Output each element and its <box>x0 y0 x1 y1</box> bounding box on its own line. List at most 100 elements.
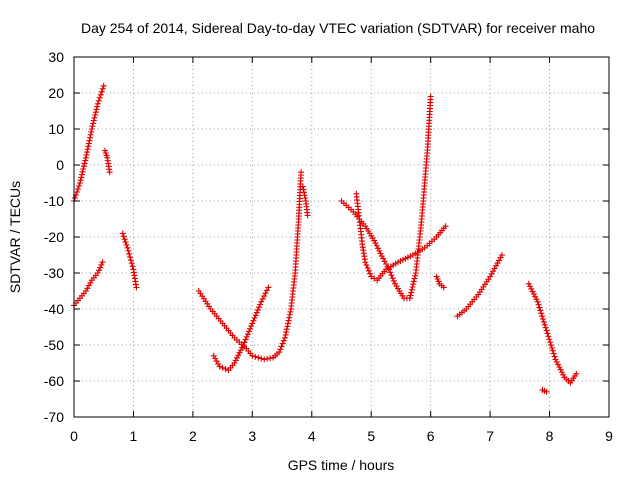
data-point <box>243 333 250 340</box>
data-point <box>75 183 82 189</box>
data-point <box>286 311 293 318</box>
data-point <box>493 262 500 269</box>
data-point <box>530 291 537 298</box>
data-point <box>387 269 394 276</box>
data-point <box>411 275 418 282</box>
data-point <box>98 261 105 268</box>
data-point <box>304 212 311 219</box>
data-point <box>123 241 130 248</box>
data-point <box>491 265 498 272</box>
data-point <box>240 342 247 348</box>
data-point <box>90 117 97 124</box>
data-point <box>81 160 88 167</box>
data-point <box>78 174 85 181</box>
data-point <box>99 85 106 92</box>
data-point <box>94 100 101 107</box>
series-arc6 <box>299 183 311 219</box>
y-tick-label: 10 <box>48 121 64 137</box>
data-point <box>84 146 91 153</box>
data-point <box>95 267 102 274</box>
data-point <box>536 304 543 311</box>
data-point <box>76 180 83 186</box>
data-point <box>219 364 226 371</box>
data-point <box>87 279 94 286</box>
data-point <box>551 353 558 360</box>
data-point <box>86 137 93 144</box>
data-point <box>283 329 290 336</box>
data-point <box>302 195 309 202</box>
data-point <box>255 354 262 361</box>
data-point <box>87 131 94 138</box>
data-point <box>494 260 501 267</box>
data-point <box>497 254 504 261</box>
data-point <box>215 360 222 367</box>
y-tick-label: 20 <box>48 85 64 101</box>
data-point <box>264 355 271 362</box>
data-point <box>119 230 126 237</box>
data-point <box>99 259 106 266</box>
data-point <box>532 293 539 300</box>
data-point <box>85 282 92 289</box>
data-point <box>231 360 238 366</box>
data-point <box>252 312 259 319</box>
data-point <box>265 284 272 291</box>
data-point <box>213 358 220 365</box>
data-point <box>216 363 223 370</box>
data-point <box>525 280 532 287</box>
data-point <box>259 295 266 302</box>
x-tick-label: 2 <box>189 428 197 444</box>
data-point <box>239 344 246 351</box>
data-point <box>376 247 383 254</box>
y-tick-label: 30 <box>48 49 64 65</box>
data-point <box>280 337 287 344</box>
data-point <box>78 171 85 178</box>
data-point <box>91 114 98 121</box>
data-point <box>232 357 239 364</box>
data-point <box>535 301 542 308</box>
data-point <box>87 134 94 141</box>
data-point <box>77 177 84 184</box>
data-point <box>547 339 554 346</box>
series-arc7 <box>210 284 272 374</box>
data-point <box>544 330 551 337</box>
series-arc12 <box>525 280 580 386</box>
data-point <box>373 242 380 249</box>
data-point <box>540 318 547 325</box>
data-point <box>406 295 413 302</box>
y-tick-label: -40 <box>44 301 64 317</box>
y-tick-label: -30 <box>44 265 64 281</box>
y-tick-label: -70 <box>44 409 64 425</box>
data-point <box>362 259 369 266</box>
series-arc11 <box>454 252 505 320</box>
data-point <box>363 262 370 269</box>
data-point <box>254 306 261 313</box>
data-point <box>410 278 417 285</box>
data-point <box>128 260 135 267</box>
data-point <box>285 317 292 324</box>
data-point <box>82 157 89 164</box>
data-point <box>210 352 217 359</box>
chart-title: Day 254 of 2014, Sidereal Day-to-day VTE… <box>81 20 595 36</box>
series-arc1 <box>71 82 107 204</box>
data-point <box>540 316 547 323</box>
data-point <box>367 270 374 277</box>
series-arc3 <box>71 259 106 309</box>
data-point <box>237 347 244 354</box>
data-point <box>300 186 307 193</box>
data-point <box>73 189 80 195</box>
data-point <box>234 354 241 361</box>
data-point <box>499 252 505 258</box>
data-point <box>371 237 378 244</box>
data-point <box>236 349 243 356</box>
series-arc9 <box>353 190 449 284</box>
data-point <box>546 336 553 343</box>
data-point <box>548 342 555 348</box>
data-point <box>298 169 305 176</box>
data-point <box>94 270 101 276</box>
data-point <box>389 275 396 282</box>
data-point <box>539 313 546 320</box>
x-tick-label: 7 <box>486 428 494 444</box>
data-point <box>122 239 129 246</box>
data-point <box>427 93 434 100</box>
data-point <box>553 358 560 365</box>
